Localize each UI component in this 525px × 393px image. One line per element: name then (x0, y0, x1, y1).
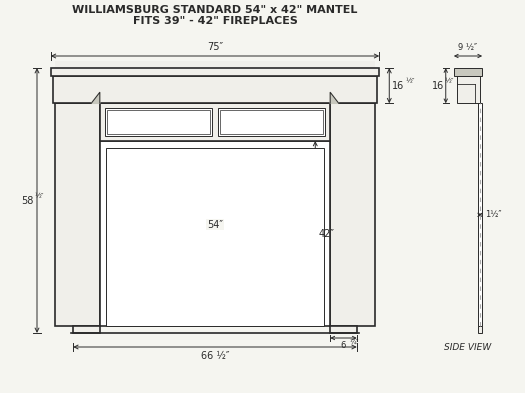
Bar (478, 326, 482, 333)
Bar (457, 75, 480, 103)
Bar (220, 110, 323, 134)
Text: 1½″: 1½″ (485, 210, 502, 219)
Text: FITS 39" - 42" FIREPLACES: FITS 39" - 42" FIREPLACES (132, 16, 298, 26)
Bar (107, 110, 209, 134)
Text: 66 ½″: 66 ½″ (201, 351, 229, 361)
Text: ¼″: ¼″ (350, 339, 359, 345)
Bar (55, 75, 375, 103)
Bar (478, 103, 482, 326)
Text: 75″: 75″ (207, 42, 223, 52)
Text: 54″: 54″ (207, 220, 223, 230)
Bar (106, 147, 324, 326)
Text: 58: 58 (22, 195, 34, 206)
Bar (454, 68, 482, 75)
Bar (100, 103, 330, 141)
Bar (218, 108, 325, 136)
Text: 6: 6 (341, 341, 346, 350)
Text: SIDE VIEW: SIDE VIEW (444, 343, 491, 352)
Bar (55, 61, 375, 326)
Bar (100, 141, 330, 326)
Text: ½″: ½″ (445, 79, 454, 84)
Bar (330, 103, 375, 326)
Bar (330, 326, 357, 333)
Text: ½″: ½″ (35, 193, 45, 200)
Polygon shape (91, 92, 100, 103)
Text: 16: 16 (432, 81, 444, 91)
Text: 9 ½″: 9 ½″ (458, 43, 478, 52)
Bar (53, 75, 377, 103)
Bar (100, 141, 330, 326)
Bar (51, 68, 379, 75)
Polygon shape (330, 92, 339, 103)
Text: 16: 16 (392, 81, 405, 91)
Text: 42″: 42″ (318, 229, 334, 239)
Text: WILLIAMSBURG STANDARD 54" x 42" MANTEL: WILLIAMSBURG STANDARD 54" x 42" MANTEL (72, 5, 358, 15)
Bar (73, 326, 100, 333)
Bar (105, 108, 212, 136)
Bar (55, 103, 100, 326)
Text: ½″: ½″ (405, 79, 415, 84)
